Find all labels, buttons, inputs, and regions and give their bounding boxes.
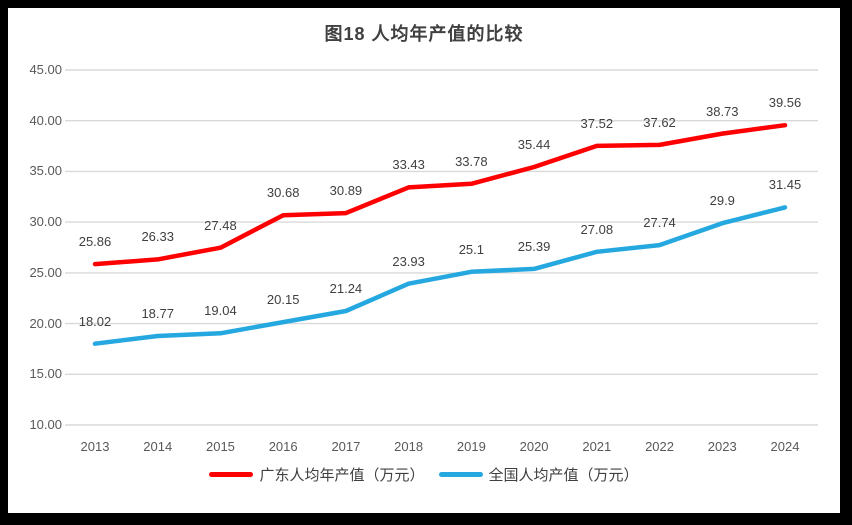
legend-label-national: 全国人均产值（万元） (488, 467, 639, 484)
legend-line-swatch-national (438, 472, 483, 477)
x-axis-tick-label: 2014 (143, 439, 173, 454)
x-axis-tick-label: 2019 (456, 439, 486, 454)
data-label-series-0: 38.73 (705, 103, 739, 119)
x-axis-tick-label: 2021 (582, 439, 612, 454)
x-axis-tick-label: 2018 (394, 439, 424, 454)
x-axis-tick-label: 2022 (645, 439, 674, 454)
data-label-series-0: 33.78 (455, 153, 488, 169)
data-label-series-0: 37.52 (580, 115, 614, 131)
data-label-series-1: 25.39 (517, 238, 551, 254)
y-axis-tick-label: 20.00 (29, 315, 62, 331)
plot-area (65, 69, 818, 426)
x-axis-tick-label: 2024 (770, 439, 800, 454)
data-label-series-1: 31.45 (768, 177, 802, 193)
y-axis-tick-label: 35.00 (29, 163, 62, 179)
data-label-series-0: 26.33 (141, 229, 174, 245)
data-label-series-1: 21.24 (329, 280, 363, 296)
legend-label-guangdong: 广东人均年产值（万元） (259, 467, 425, 484)
data-label-series-0: 30.89 (329, 183, 363, 199)
legend-line-swatch-guangdong (209, 472, 254, 477)
x-axis-tick-label: 2013 (80, 439, 110, 454)
data-label-series-1: 19.04 (204, 303, 237, 319)
data-label-series-1: 18.02 (78, 313, 112, 329)
y-axis-tick-label: 40.00 (29, 112, 62, 128)
series-line-0 (92, 122, 788, 267)
data-label-series-1: 23.93 (392, 253, 425, 269)
data-label-series-0: 33.43 (392, 157, 425, 173)
data-label-series-1: 27.74 (643, 215, 676, 231)
legend-item-guangdong: 广东人均年产值（万元） (209, 464, 425, 485)
x-axis-tick-label: 2023 (707, 439, 737, 454)
y-axis-tick-label: 25.00 (29, 264, 62, 280)
chart-canvas: 图18 人均年产值的比较 45.00 40.00 35.00 30.00 25.00 20… (8, 8, 840, 513)
y-axis-tick-label: 10.00 (29, 417, 62, 432)
y-axis-tick-label: 45.00 (29, 62, 62, 77)
y-axis-tick-label: 30.00 (29, 214, 62, 230)
data-label-series-1: 29.9 (709, 193, 735, 209)
x-axis-tick-label: 2017 (331, 439, 361, 454)
chart-title: 图18 人均年产值的比较 (324, 24, 524, 44)
data-label-series-1: 27.08 (580, 221, 614, 237)
y-axis-tick-label: 15.00 (29, 366, 62, 382)
data-label-series-0: 30.68 (266, 185, 300, 201)
legend: 广东人均年产值（万元） 全国人均产值（万元） (8, 464, 840, 485)
data-label-series-1: 20.15 (266, 292, 300, 308)
legend-item-national: 全国人均产值（万元） (438, 464, 639, 485)
data-label-series-0: 27.48 (204, 217, 237, 233)
x-axis-tick-label: 2015 (205, 439, 235, 454)
data-label-series-0: 37.62 (643, 114, 676, 130)
x-axis-tick-label: 2016 (268, 439, 298, 454)
data-label-series-1: 18.77 (141, 306, 174, 322)
data-label-series-0: 25.86 (78, 234, 112, 250)
data-label-series-0: 35.44 (517, 136, 551, 152)
x-axis-tick-label: 2020 (519, 439, 549, 454)
data-label-series-0: 39.56 (768, 95, 802, 111)
series-line-1 (92, 205, 788, 346)
data-label-series-1: 25.1 (458, 241, 485, 257)
